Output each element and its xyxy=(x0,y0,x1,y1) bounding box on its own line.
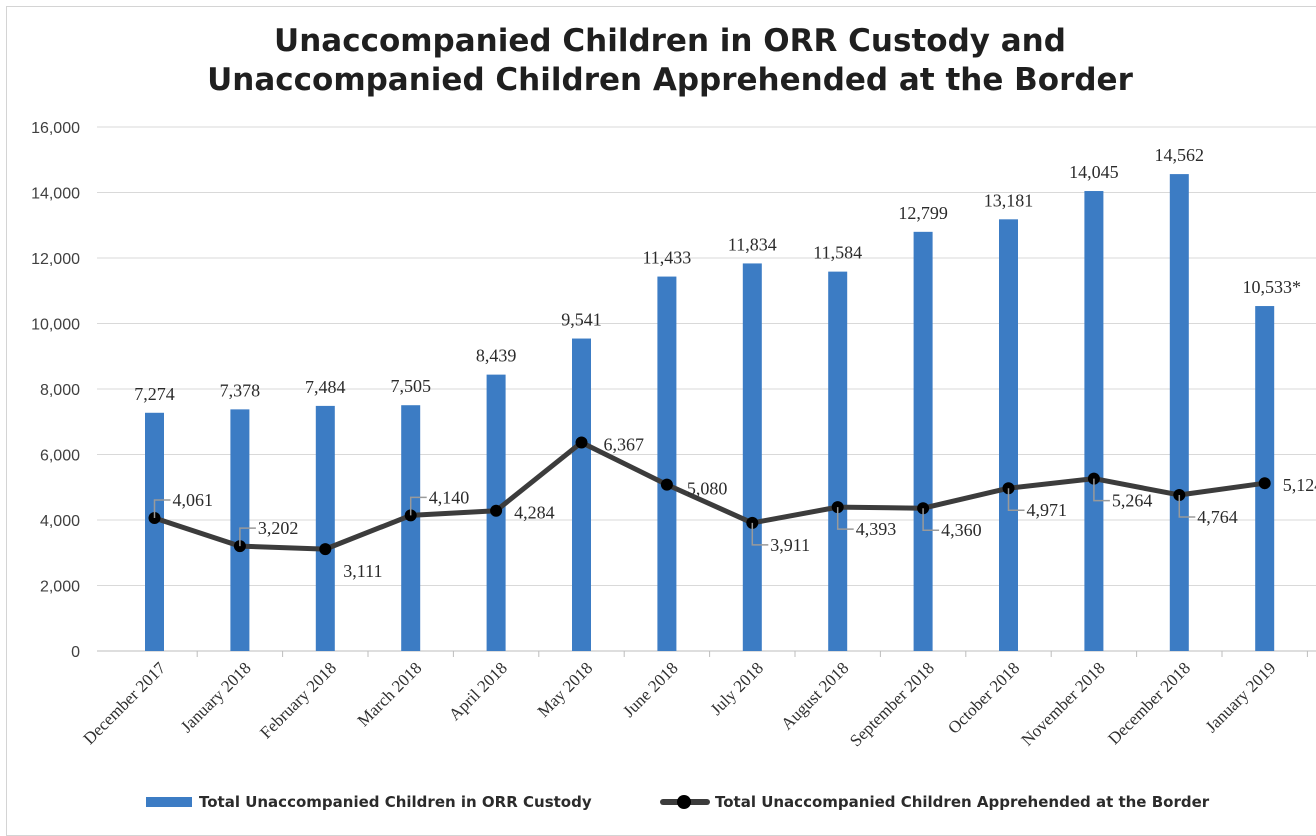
bar-orr-custody xyxy=(657,276,677,651)
legend-item-apprehended: Total Unaccompanied Children Apprehended… xyxy=(660,793,1209,811)
line-data-label: 5,124 xyxy=(1283,475,1316,495)
bar-orr-custody xyxy=(401,405,421,651)
line-data-label: 5,264 xyxy=(1112,491,1153,511)
bar-data-label: 8,439 xyxy=(476,346,517,366)
x-tick-label: December 2017 xyxy=(79,658,169,748)
x-tick-label: October 2018 xyxy=(944,658,1023,737)
x-tick-label: May 2018 xyxy=(534,658,597,721)
bar-orr-custody xyxy=(1169,174,1189,652)
x-tick-label: November 2018 xyxy=(1018,658,1109,749)
legend-swatch-bar xyxy=(146,797,192,807)
x-tick-label: December 2018 xyxy=(1104,658,1194,748)
data-label-leader xyxy=(1178,494,1196,518)
y-tick-label: 14,000 xyxy=(31,186,80,203)
y-tick-label: 6,000 xyxy=(40,448,80,465)
line-data-label: 4,140 xyxy=(429,487,470,507)
data-label-leader xyxy=(153,499,171,519)
legend-label-orr-custody: Total Unaccompanied Children in ORR Cust… xyxy=(199,793,592,811)
y-tick-label: 2,000 xyxy=(40,579,80,596)
x-tick-label: January 2019 xyxy=(1202,658,1280,736)
bar-data-label: 12,799 xyxy=(898,203,948,223)
bar-data-label: 7,378 xyxy=(220,380,261,400)
bar-orr-custody xyxy=(1084,191,1104,651)
point-apprehended xyxy=(917,502,930,515)
x-tick-label: February 2018 xyxy=(256,658,340,742)
legend-item-orr-custody: Total Unaccompanied Children in ORR Cust… xyxy=(146,793,592,811)
x-tick-label: June 2018 xyxy=(619,658,682,721)
y-tick-label: 12,000 xyxy=(31,251,80,268)
chart-title-line-2: Unaccompanied Children Apprehended at th… xyxy=(207,62,1133,98)
line-data-label: 6,367 xyxy=(604,434,645,454)
chart-title-line-1: Unaccompanied Children in ORR Custody an… xyxy=(274,23,1066,59)
bar-data-label: 9,541 xyxy=(561,310,602,330)
point-apprehended xyxy=(490,504,503,517)
line-data-label: 4,971 xyxy=(1027,500,1068,520)
point-apprehended xyxy=(660,478,673,491)
bar-data-label: 7,274 xyxy=(134,384,175,404)
line-data-label: 4,764 xyxy=(1197,507,1238,527)
x-tick-label: January 2018 xyxy=(177,658,255,736)
line-data-label: 3,111 xyxy=(343,561,382,581)
data-label-leader xyxy=(751,522,769,546)
line-data-label: 3,202 xyxy=(258,518,299,538)
line-data-label: 4,393 xyxy=(856,519,897,539)
legend-label-apprehended: Total Unaccompanied Children Apprehended… xyxy=(715,793,1210,811)
line-apprehended xyxy=(152,439,1268,552)
y-tick-label: 8,000 xyxy=(40,382,80,399)
bar-orr-custody xyxy=(742,263,762,651)
x-tick-label: August 2018 xyxy=(777,658,852,733)
bar-data-label: 13,181 xyxy=(984,190,1034,210)
y-tick-label: 10,000 xyxy=(31,317,80,334)
line-data-label: 3,911 xyxy=(770,535,810,555)
bar-data-label: 11,834 xyxy=(728,234,777,254)
chart-legend: Total Unaccompanied Children in ORR Cust… xyxy=(0,793,1316,817)
data-label-leader xyxy=(1093,478,1110,502)
bar-orr-custody xyxy=(315,405,335,651)
y-tick-label: 0 xyxy=(71,644,80,661)
y-tick-label: 16,000 xyxy=(31,120,80,137)
x-tick-label: April 2018 xyxy=(445,658,511,724)
point-apprehended xyxy=(319,543,332,556)
bar-data-label: 11,584 xyxy=(813,243,862,263)
x-tick-label: September 2018 xyxy=(846,658,938,750)
x-tick-label: July 2018 xyxy=(707,658,768,719)
data-label-leader xyxy=(922,508,940,531)
bar-orr-custody xyxy=(828,271,848,651)
line-data-label: 5,080 xyxy=(687,479,728,499)
x-tick-label: March 2018 xyxy=(354,658,426,730)
line-data-label: 4,284 xyxy=(514,503,555,523)
chart-title: Unaccompanied Children in ORR Custody an… xyxy=(0,22,1316,100)
y-tick-label: 4,000 xyxy=(40,513,80,530)
point-apprehended xyxy=(575,436,588,449)
bar-data-label: 11,433 xyxy=(642,248,691,268)
bar-data-label: 10,533* xyxy=(1242,277,1301,297)
legend-swatch-line xyxy=(660,795,710,809)
bar-orr-custody xyxy=(999,219,1018,651)
bar-orr-custody xyxy=(572,338,591,651)
data-label-leader xyxy=(409,496,427,516)
bar-data-label: 14,562 xyxy=(1155,145,1205,165)
bar-data-label: 7,484 xyxy=(305,377,346,397)
bar-data-label: 7,505 xyxy=(390,376,431,396)
data-label-leader xyxy=(836,507,854,530)
point-apprehended xyxy=(1258,477,1271,490)
bar-orr-custody xyxy=(913,231,933,651)
bar-data-label: 14,045 xyxy=(1069,162,1119,182)
data-label-leader xyxy=(1007,488,1025,511)
data-label-leader xyxy=(239,527,256,547)
line-data-label: 4,061 xyxy=(173,490,214,510)
bar-orr-custody xyxy=(145,412,164,651)
line-data-label: 4,360 xyxy=(941,520,982,540)
